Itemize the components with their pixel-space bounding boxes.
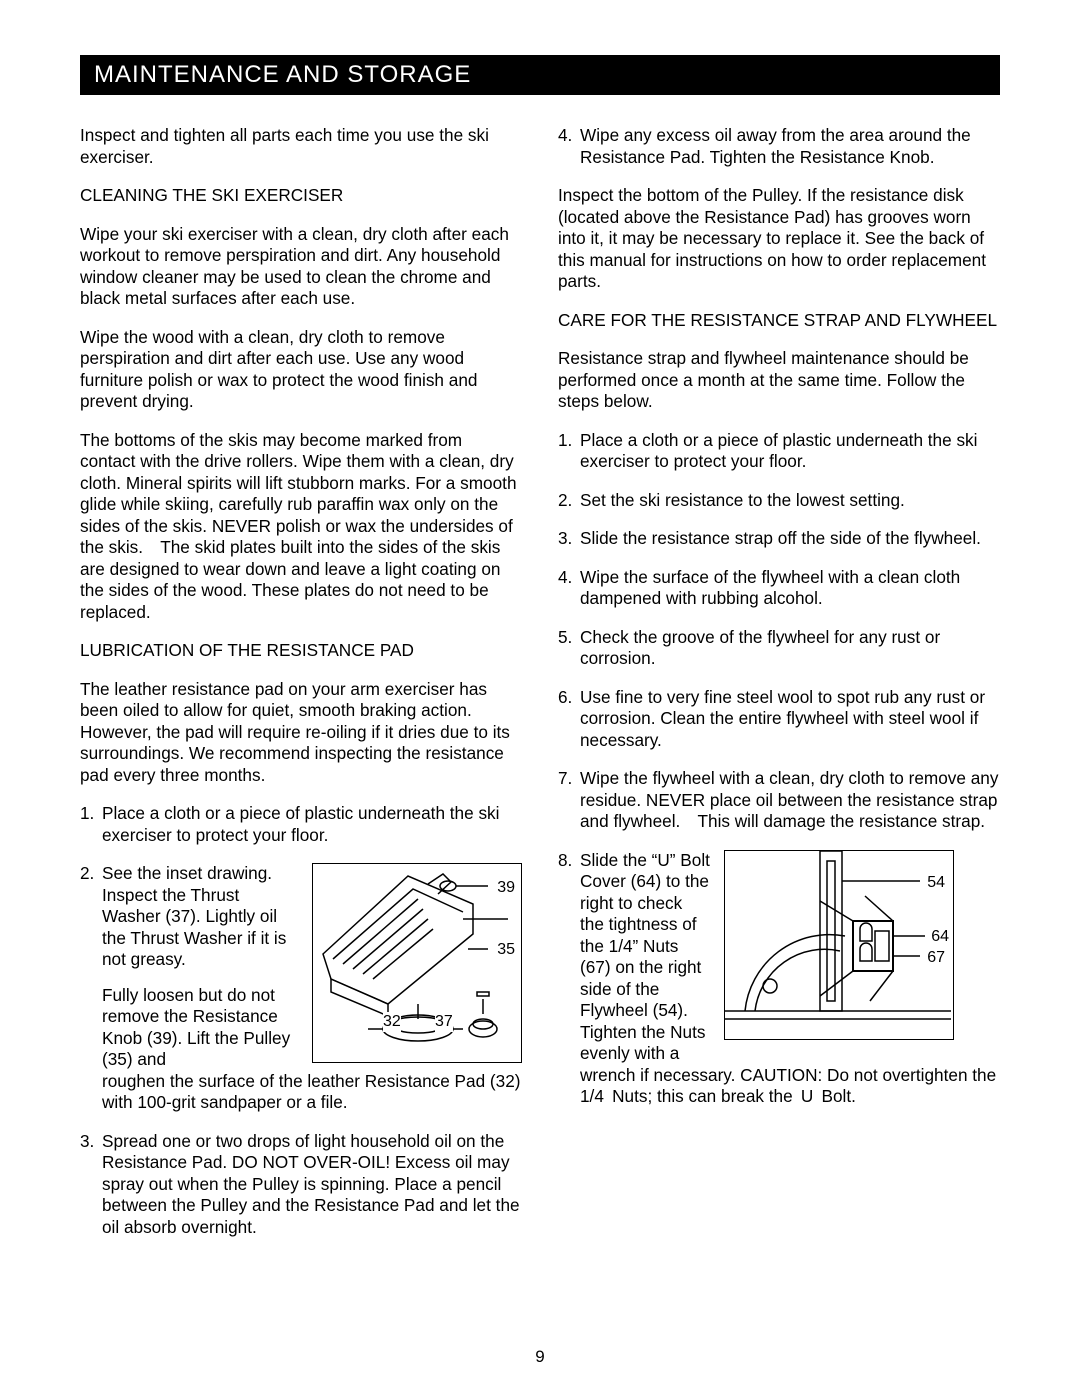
lube-step-1: 1. Place a cloth or a piece of plastic u…	[80, 803, 522, 846]
pulley-inspect-p: Inspect the bottom of the Pulley. If the…	[558, 185, 1000, 293]
intro-text: Inspect and tighten all parts each time …	[80, 125, 522, 168]
step2-text-a: See the inset drawing. Inspect the Thrus…	[102, 863, 298, 971]
inset-row-8: Slide the “U” Bolt Cover (64) to the rig…	[580, 850, 1000, 1065]
diagram-label-67: 67	[927, 948, 945, 968]
step-number: 1.	[80, 803, 94, 825]
step-number: 4.	[558, 125, 572, 147]
care-step-7: 7. Wipe the flywheel with a clean, dry cl…	[558, 768, 1000, 833]
care-step-1: 1. Place a cloth or a piece of plastic un…	[558, 430, 1000, 473]
left-column: Inspect and tighten all parts each time …	[80, 125, 522, 1255]
care-step-5: 5. Check the groove of the flywheel for a…	[558, 627, 1000, 670]
step-text: Wipe any excess oil away from the area a…	[580, 125, 971, 167]
care-heading: CARE FOR THE RESISTANCE STRAP AND FLYWHE…	[558, 310, 1000, 332]
step-text: Place a cloth or a piece of plastic unde…	[580, 430, 977, 472]
cleaning-p3: The bottoms of the skis may become marke…	[80, 430, 522, 624]
care-step-2: 2. Set the ski resistance to the lowest s…	[558, 490, 1000, 512]
lubrication-p1: The leather resistance pad on your arm e…	[80, 679, 522, 787]
step-number: 1.	[558, 430, 572, 452]
step-text: Wipe the flywheel with a clean, dry clot…	[580, 768, 998, 831]
diagram-label-54: 54	[927, 873, 945, 893]
step-number: 3.	[80, 1131, 94, 1153]
care-step-4: 4. Wipe the surface of the flywheel with …	[558, 567, 1000, 610]
right-column: 4. Wipe any excess oil away from the are…	[558, 125, 1000, 1255]
step-number: 2.	[80, 863, 94, 885]
inset-row: See the inset drawing. Inspect the Thrus…	[102, 863, 522, 1071]
lubrication-heading: LUBRICATION OF THE RESISTANCE PAD	[80, 640, 522, 662]
lube-step-3: 3. Spread one or two drops of light hous…	[80, 1131, 522, 1239]
step-number: 3.	[558, 528, 572, 550]
lube-step-4: 4. Wipe any excess oil away from the are…	[558, 125, 1000, 168]
step-text: Check the groove of the flywheel for any…	[580, 627, 940, 669]
section-title-bar: MAINTENANCE AND STORAGE	[80, 55, 1000, 95]
step-text: Wipe the surface of the flywheel with a …	[580, 567, 960, 609]
inset-text: See the inset drawing. Inspect the Thrus…	[102, 863, 298, 1071]
step-text: Set the ski resistance to the lowest set…	[580, 490, 905, 510]
step-text: Use fine to very fine steel wool to spot…	[580, 687, 985, 750]
step-number: 6.	[558, 687, 572, 709]
step-text: Spread one or two drops of light househo…	[102, 1131, 520, 1237]
cleaning-p1: Wipe your ski exerciser with a clean, dr…	[80, 224, 522, 310]
section-title: MAINTENANCE AND STORAGE	[94, 61, 986, 89]
step-number: 4.	[558, 567, 572, 589]
step-text: Slide the resistance strap off the side …	[580, 528, 981, 548]
diagram-label-35: 35	[497, 940, 515, 960]
step-number: 8.	[558, 850, 572, 872]
diagram-label-39: 39	[497, 878, 515, 898]
diagram-label-37: 37	[435, 1012, 453, 1032]
care-step-8: 8. Slide the “U” Bolt Cover (64) to the …	[558, 850, 1000, 1108]
flywheel-diagram: 54 64 67	[724, 850, 954, 1040]
cleaning-p2: Wipe the wood with a clean, dry cloth to…	[80, 327, 522, 413]
two-column-layout: Inspect and tighten all parts each time …	[80, 125, 1000, 1255]
step-text: Place a cloth or a piece of plastic unde…	[102, 803, 499, 845]
diagram-label-32: 32	[383, 1012, 401, 1032]
lubrication-steps-cont: 4. Wipe any excess oil away from the are…	[558, 125, 1000, 168]
diagram-label-64: 64	[931, 927, 949, 947]
step2-text-b: Fully loosen but do not remove the Resis…	[102, 985, 298, 1071]
page-number: 9	[0, 1347, 1080, 1367]
resistance-pad-diagram: 39 35 32 37	[312, 863, 522, 1063]
lube-step-2: 2. See the inset drawing. Inspect the Th…	[80, 863, 522, 1114]
care-step-3: 3. Slide the resistance strap off the sid…	[558, 528, 1000, 550]
care-p1: Resistance strap and flywheel maintenanc…	[558, 348, 1000, 413]
care-step-6: 6. Use fine to very fine steel wool to sp…	[558, 687, 1000, 752]
lubrication-steps: 1. Place a cloth or a piece of plastic u…	[80, 803, 522, 1238]
step-number: 7.	[558, 768, 572, 790]
step8-text-a: Slide the “U” Bolt Cover (64) to the rig…	[580, 850, 710, 1065]
care-steps: 1. Place a cloth or a piece of plastic un…	[558, 430, 1000, 1108]
step-number: 2.	[558, 490, 572, 512]
cleaning-heading: CLEANING THE SKI EXERCISER	[80, 185, 522, 207]
step-number: 5.	[558, 627, 572, 649]
step2-text-c: roughen the surface of the leather Resis…	[102, 1071, 520, 1113]
step8-text-b: wrench if necessary. CAUTION: Do not ove…	[580, 1065, 996, 1107]
